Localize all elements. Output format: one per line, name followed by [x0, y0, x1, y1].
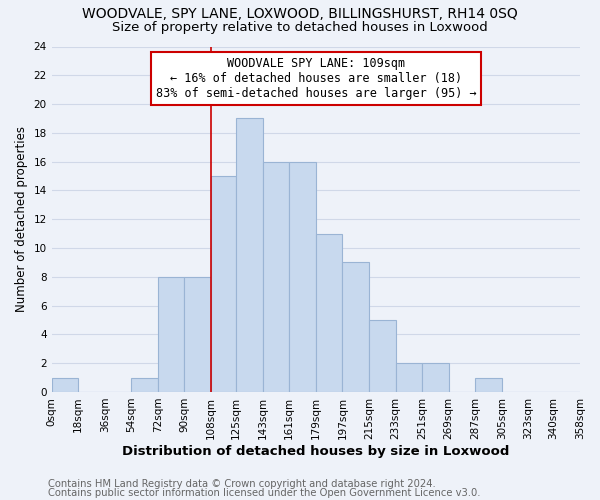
- Y-axis label: Number of detached properties: Number of detached properties: [15, 126, 28, 312]
- Bar: [236, 118, 263, 392]
- Text: WOODVALE, SPY LANE, LOXWOOD, BILLINGSHURST, RH14 0SQ: WOODVALE, SPY LANE, LOXWOOD, BILLINGSHUR…: [82, 8, 518, 22]
- Text: Contains public sector information licensed under the Open Government Licence v3: Contains public sector information licen…: [48, 488, 481, 498]
- Text: Contains HM Land Registry data © Crown copyright and database right 2024.: Contains HM Land Registry data © Crown c…: [48, 479, 436, 489]
- Bar: [316, 234, 343, 392]
- Bar: [131, 378, 158, 392]
- Bar: [422, 363, 449, 392]
- Bar: [289, 162, 316, 392]
- X-axis label: Distribution of detached houses by size in Loxwood: Distribution of detached houses by size …: [122, 444, 509, 458]
- Bar: [395, 363, 422, 392]
- Text: WOODVALE SPY LANE: 109sqm
← 16% of detached houses are smaller (18)
83% of semi-: WOODVALE SPY LANE: 109sqm ← 16% of detac…: [155, 57, 476, 100]
- Text: Size of property relative to detached houses in Loxwood: Size of property relative to detached ho…: [112, 21, 488, 34]
- Bar: [52, 378, 78, 392]
- Bar: [343, 262, 369, 392]
- Bar: [369, 320, 395, 392]
- Bar: [158, 277, 184, 392]
- Bar: [211, 176, 236, 392]
- Bar: [263, 162, 289, 392]
- Bar: [184, 277, 211, 392]
- Bar: [475, 378, 502, 392]
